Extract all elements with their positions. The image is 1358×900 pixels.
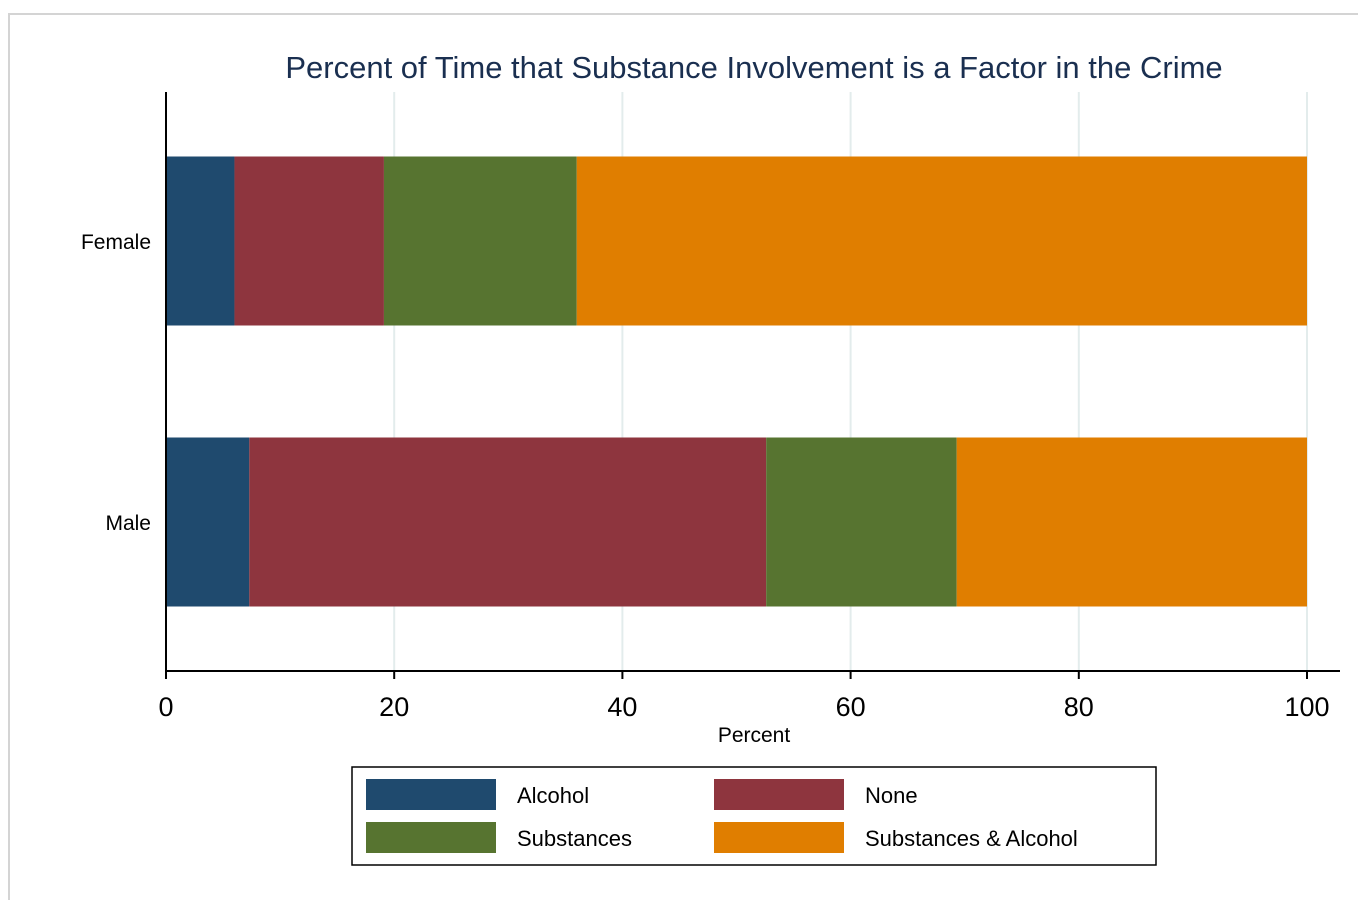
legend-label: None (865, 783, 918, 808)
bar-segment (576, 156, 1307, 326)
x-tick-label: 80 (1064, 692, 1094, 722)
x-tick-label: 20 (379, 692, 409, 722)
x-tick-label: 60 (836, 692, 866, 722)
category-label: Female (81, 231, 151, 254)
x-axis-title: Percent (718, 724, 791, 747)
x-tick-label: 40 (607, 692, 637, 722)
x-tick-label: 0 (158, 692, 173, 722)
bar-segment (166, 156, 235, 326)
legend-label: Substances (517, 826, 632, 851)
category-label: Male (105, 512, 151, 535)
chart-title: Percent of Time that Substance Involveme… (285, 50, 1222, 85)
legend-swatch (366, 822, 496, 853)
bar-segment (383, 156, 577, 326)
bar-segment (956, 437, 1307, 607)
x-tick-label: 100 (1284, 692, 1329, 722)
axes: Female Male 0 20 40 60 80 100 (81, 92, 1340, 722)
bar-segment (766, 437, 957, 607)
bar-segment (249, 437, 767, 607)
legend-swatch (714, 822, 844, 853)
bars (166, 156, 1307, 607)
legend-label: Substances & Alcohol (865, 826, 1078, 851)
bar-segment (166, 437, 250, 607)
legend: Alcohol None Substances Substances & Alcoho… (351, 766, 1157, 866)
legend-swatch (366, 779, 496, 810)
legend-swatch (714, 779, 844, 810)
bar-segment (234, 156, 384, 326)
legend-label: Alcohol (517, 783, 589, 808)
